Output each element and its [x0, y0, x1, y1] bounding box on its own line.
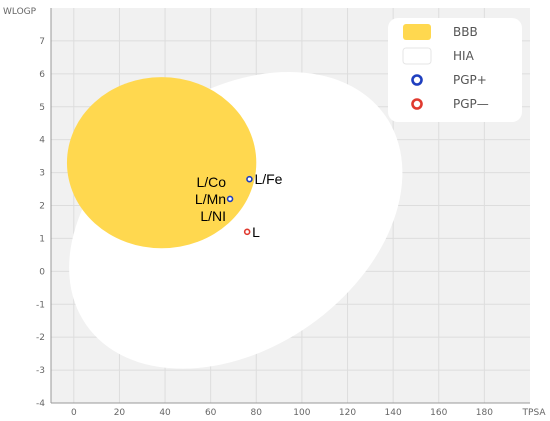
legend-label: PGP—	[453, 97, 489, 111]
y-tick-label: -4	[36, 399, 45, 409]
y-tick-label: -2	[36, 333, 45, 343]
x-tick-label: 160	[430, 408, 447, 418]
legend-swatch-hia	[402, 47, 432, 65]
axes	[50, 8, 530, 404]
y-tick-labels: -4 -3 -2 -1 0 1 2 3 4 5 6 7	[36, 37, 45, 409]
regions	[66, 71, 403, 369]
x-tick-label: 60	[205, 408, 217, 418]
y-tick-label: 6	[39, 70, 45, 80]
legend-box	[388, 18, 522, 122]
x-axis-label: TPSA	[522, 408, 547, 418]
point-label: L/Fe	[254, 171, 282, 187]
data-point	[246, 175, 253, 183]
legend: BBB HIA PGP+ PGP—	[388, 18, 522, 122]
y-tick-label: 5	[39, 103, 45, 113]
point-label: L	[252, 224, 260, 240]
legend-label: HIA	[453, 49, 475, 63]
legend-label: PGP+	[453, 73, 487, 87]
region-bbb	[66, 77, 257, 249]
y-tick-label: 0	[39, 267, 45, 277]
legend-label: BBB	[453, 25, 478, 39]
data-point	[243, 228, 251, 236]
x-tick-label: 120	[339, 408, 356, 418]
x-tick-label: 140	[385, 408, 402, 418]
x-tick-label: 40	[159, 408, 171, 418]
x-tick-label: 80	[251, 408, 263, 418]
y-axis-label: WLOGP	[3, 7, 37, 17]
x-tick-labels: 0 20 40 60 80 100 120 140 160 180	[71, 408, 493, 418]
x-tick-label: 0	[71, 408, 77, 418]
data-points: L/Fe L/Co L/Mn L/NI L	[195, 171, 283, 240]
y-tick-label: -1	[36, 300, 45, 310]
point-label: L/Co L/Mn L/NI	[195, 174, 226, 224]
data-point	[226, 195, 234, 203]
y-tick-label: 1	[39, 234, 45, 244]
legend-swatch-bbb	[403, 24, 431, 40]
x-tick-label: 100	[293, 408, 310, 418]
y-tick-label: 7	[39, 37, 45, 47]
y-tick-label: -3	[36, 366, 45, 376]
legend-marker	[411, 74, 423, 86]
x-tick-label: 20	[114, 408, 126, 418]
legend-marker	[411, 98, 423, 110]
y-tick-label: 3	[39, 169, 45, 179]
y-tick-label: 4	[39, 136, 45, 146]
y-tick-label: 2	[39, 202, 45, 212]
x-tick-label: 180	[476, 408, 493, 418]
